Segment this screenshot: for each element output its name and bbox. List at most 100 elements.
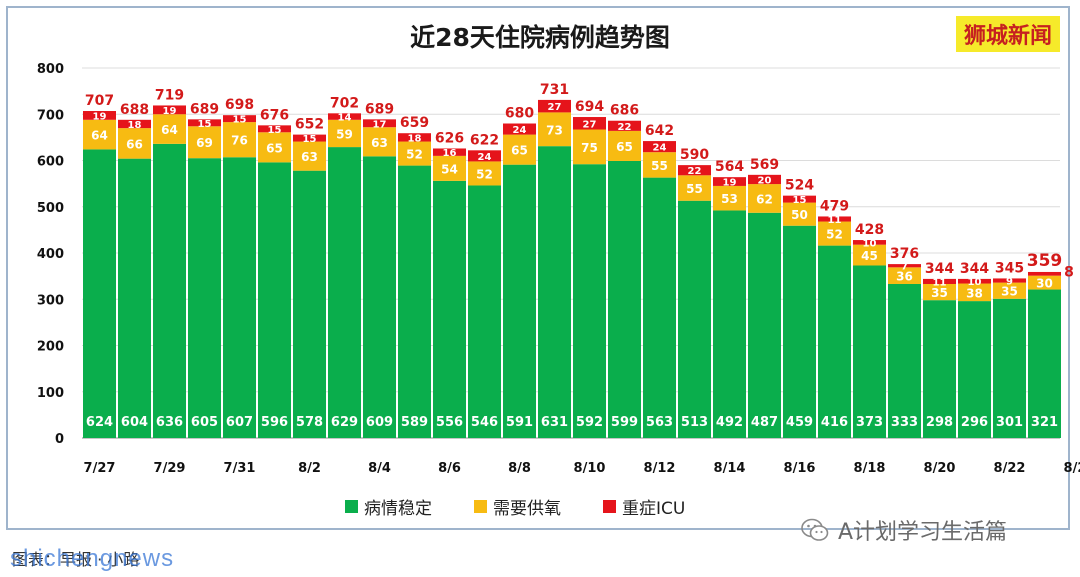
data-label-oxygen: 76 (231, 134, 248, 148)
data-label-oxygen: 50 (791, 208, 808, 222)
bar-oxygen (468, 161, 501, 186)
bar-oxygen (958, 283, 991, 302)
y-tick-label: 600 (37, 155, 64, 170)
bar-icu (1028, 271, 1061, 276)
x-tick-label: 8/8 (508, 461, 531, 476)
total-label: 590 (680, 147, 709, 163)
bar-icu (153, 105, 186, 115)
legend-swatch-oxygen (474, 500, 487, 513)
bar-oxygen (573, 129, 606, 165)
x-tick-label: 8/10 (574, 461, 606, 476)
total-label: 564 (715, 159, 744, 175)
bar-stable (433, 180, 466, 438)
data-label-stable: 631 (541, 415, 568, 430)
total-label: 719 (155, 87, 184, 103)
total-label: 686 (610, 103, 639, 119)
total-label: 680 (505, 106, 534, 122)
data-label-stable: 578 (296, 415, 323, 430)
bar-icu (398, 133, 431, 142)
total-label: 694 (575, 99, 604, 115)
data-label-stable: 416 (821, 415, 848, 430)
bar-oxygen (258, 132, 291, 163)
total-label: 345 (995, 260, 1024, 276)
bar-stable (1028, 289, 1061, 438)
bar-stable (363, 156, 396, 438)
data-label-stable: 513 (681, 415, 708, 430)
bar-icu (853, 240, 886, 245)
y-tick-label: 500 (37, 201, 64, 216)
data-label-oxygen: 45 (861, 249, 878, 263)
bar-stable (713, 210, 746, 438)
bar-stable (153, 143, 186, 438)
x-tick-label: 8/4 (368, 461, 391, 476)
bar-icu (748, 174, 781, 185)
data-label-icu: 24 (478, 152, 492, 163)
bar-stable (293, 170, 326, 439)
data-label-icu: 17 (373, 119, 387, 130)
bar-oxygen (853, 244, 886, 266)
y-tick-label: 400 (37, 247, 64, 262)
data-label-oxygen: 69 (196, 136, 213, 150)
bar-oxygen (538, 112, 571, 147)
data-label-oxygen: 62 (756, 192, 773, 206)
x-tick-label: 8/24 (1064, 461, 1080, 476)
data-label-oxygen: 52 (476, 167, 493, 181)
data-label-oxygen: 64 (91, 129, 108, 143)
x-tick-label: 7/27 (84, 461, 116, 476)
data-label-oxygen: 35 (931, 286, 948, 300)
bar-stable (783, 225, 816, 438)
x-tick-label: 8/20 (924, 461, 956, 476)
data-label-icu: 11 (828, 215, 842, 226)
data-label-icu: 10 (863, 238, 877, 249)
y-tick-label: 700 (37, 108, 64, 123)
bar-oxygen (363, 127, 396, 157)
total-label: 659 (400, 115, 429, 131)
bar-stable (503, 164, 536, 438)
y-tick-label: 100 (37, 386, 64, 401)
data-label-oxygen: 64 (161, 123, 178, 137)
bar-oxygen (433, 155, 466, 181)
wechat-account-name: A计划学习生活篇 (838, 520, 1008, 545)
x-tick-label: 8/14 (714, 461, 746, 476)
bar-oxygen (888, 267, 921, 284)
data-label-stable: 333 (891, 415, 918, 430)
data-label-stable: 624 (86, 415, 113, 430)
legend-item-icu: 重症ICU (603, 494, 685, 519)
bar-stable (83, 149, 116, 438)
bar-icu (818, 216, 851, 222)
data-label-stable: 487 (751, 415, 778, 430)
bar-icu (118, 119, 151, 129)
total-label: 652 (295, 117, 324, 133)
data-label-oxygen: 63 (371, 136, 388, 150)
total-label: 707 (85, 93, 114, 109)
bar-stable (748, 212, 781, 438)
bar-icu (538, 99, 571, 113)
bar-oxygen (223, 122, 256, 158)
total-label: 359 (1027, 251, 1063, 271)
bar-stable (643, 177, 676, 439)
bar-oxygen (293, 141, 326, 171)
data-label-icu: 16 (443, 148, 457, 159)
bar-icu (223, 115, 256, 123)
x-tick-label: 8/6 (438, 461, 461, 476)
bar-icu (363, 119, 396, 128)
bar-oxygen (643, 152, 676, 178)
data-label-stable: 592 (576, 415, 603, 430)
data-label-stable: 301 (996, 415, 1023, 430)
data-label-stable: 636 (156, 415, 183, 430)
wechat-icon (801, 518, 829, 541)
total-label: 702 (330, 95, 359, 111)
bar-stable (678, 200, 711, 438)
legend-swatch-stable (345, 500, 358, 513)
bar-oxygen (783, 202, 816, 226)
data-label-icu: 8 (1064, 265, 1074, 281)
data-label-stable: 607 (226, 415, 253, 430)
watermark-text: shichengnews (10, 545, 175, 572)
data-label-stable: 373 (856, 415, 883, 430)
bar-oxygen (188, 126, 221, 159)
total-label: 688 (120, 102, 149, 118)
bar-oxygen (713, 185, 746, 211)
data-label-stable: 591 (506, 415, 533, 430)
x-tick-label: 8/12 (644, 461, 676, 476)
data-label-icu: 11 (933, 277, 947, 288)
